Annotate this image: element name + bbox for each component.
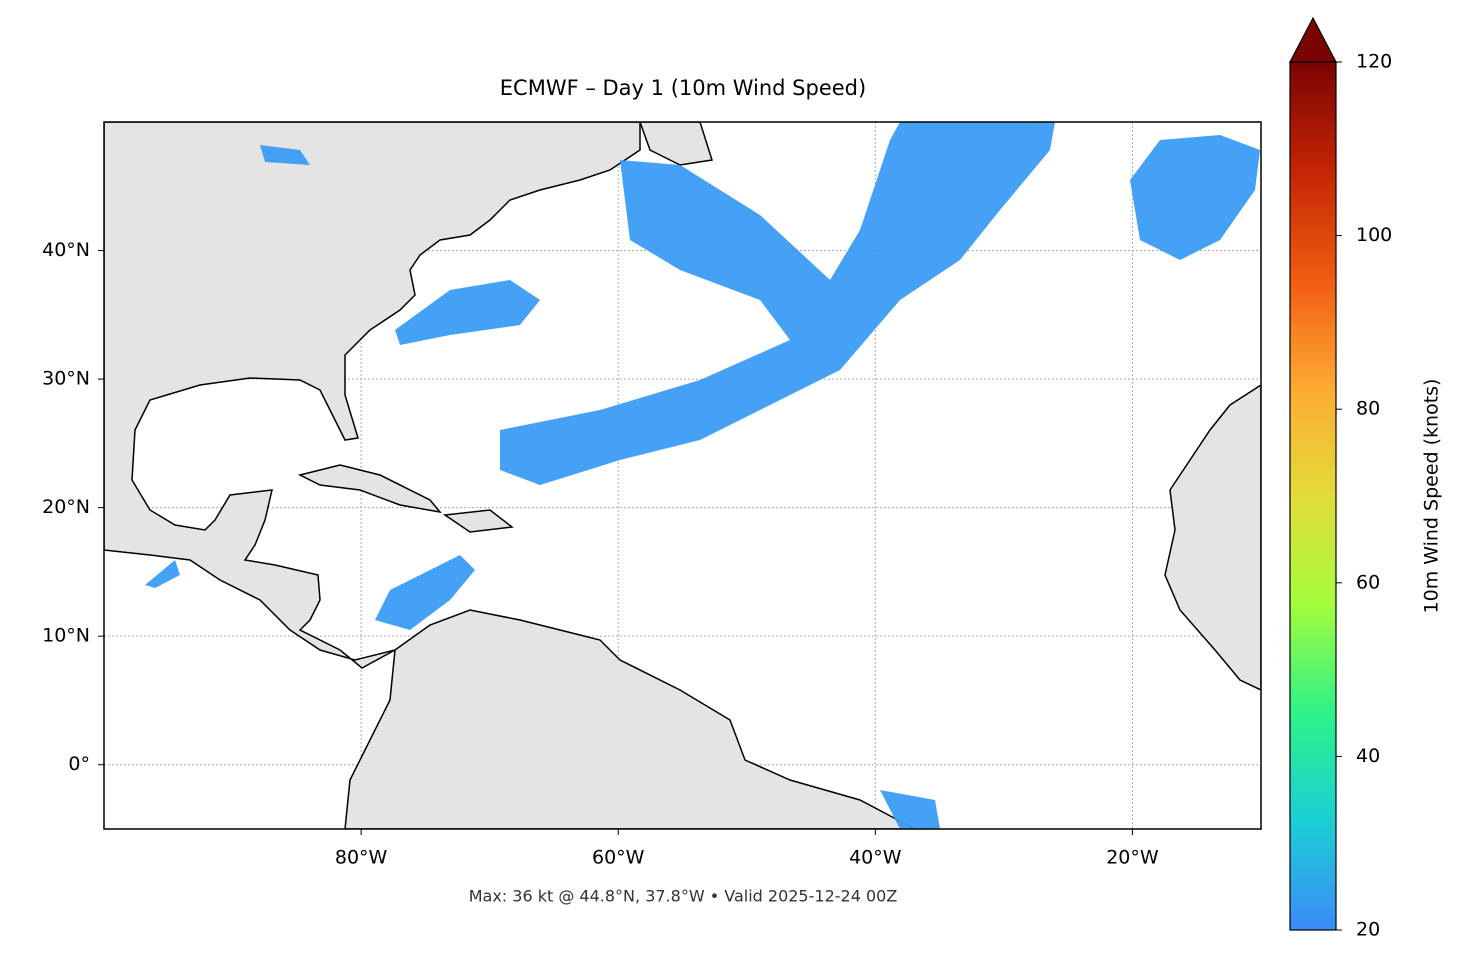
colorbar-tick-label: 120	[1356, 51, 1392, 73]
x-tick-label: 40°W	[849, 847, 902, 869]
cuba	[297, 464, 442, 514]
footnote: Max: 36 kt @ 44.8°N, 37.8°W • Valid 2025…	[469, 887, 898, 906]
colorbar-tick-label: 100	[1356, 224, 1392, 246]
y-tick-label: 0°	[68, 753, 90, 775]
wind-field	[145, 122, 1260, 829]
wind-area	[375, 555, 475, 630]
colorbar-tick-label: 20	[1356, 919, 1380, 941]
colorbar-tick-label: 60	[1356, 571, 1380, 593]
wind-area	[395, 280, 540, 345]
y-tick-label: 40°N	[42, 239, 90, 261]
wind-area	[145, 560, 180, 588]
wind-area	[1130, 135, 1260, 260]
colorbar-tick-label: 40	[1356, 745, 1380, 767]
colorbar-scale	[1289, 61, 1337, 931]
x-tick-label: 60°W	[592, 847, 645, 869]
africa	[1164, 384, 1261, 691]
y-tick-label: 20°N	[42, 496, 90, 518]
x-tick-label: 80°W	[335, 847, 388, 869]
wind-area	[500, 122, 1055, 485]
wind-area	[260, 145, 310, 165]
colorbar-tick-label: 80	[1356, 398, 1380, 420]
hispaniola	[442, 509, 514, 533]
y-tick-label: 30°N	[42, 368, 90, 390]
wind-area	[880, 790, 940, 829]
colorbar-label: 10m Wind Speed (knots)	[1421, 379, 1443, 614]
y-tick-label: 10°N	[42, 625, 90, 647]
newfoundland	[639, 122, 713, 166]
colorbar-extend	[1289, 16, 1337, 63]
x-tick-label: 20°W	[1106, 847, 1159, 869]
chart-title: ECMWF – Day 1 (10m Wind Speed)	[500, 76, 866, 100]
south-america	[344, 609, 916, 829]
north-america	[104, 122, 641, 669]
map-frame	[103, 121, 1262, 830]
colorbar: 20 40 60 80 100 120 10m Wind Speed (knots)	[1289, 16, 1443, 941]
map-layers	[104, 122, 1261, 829]
